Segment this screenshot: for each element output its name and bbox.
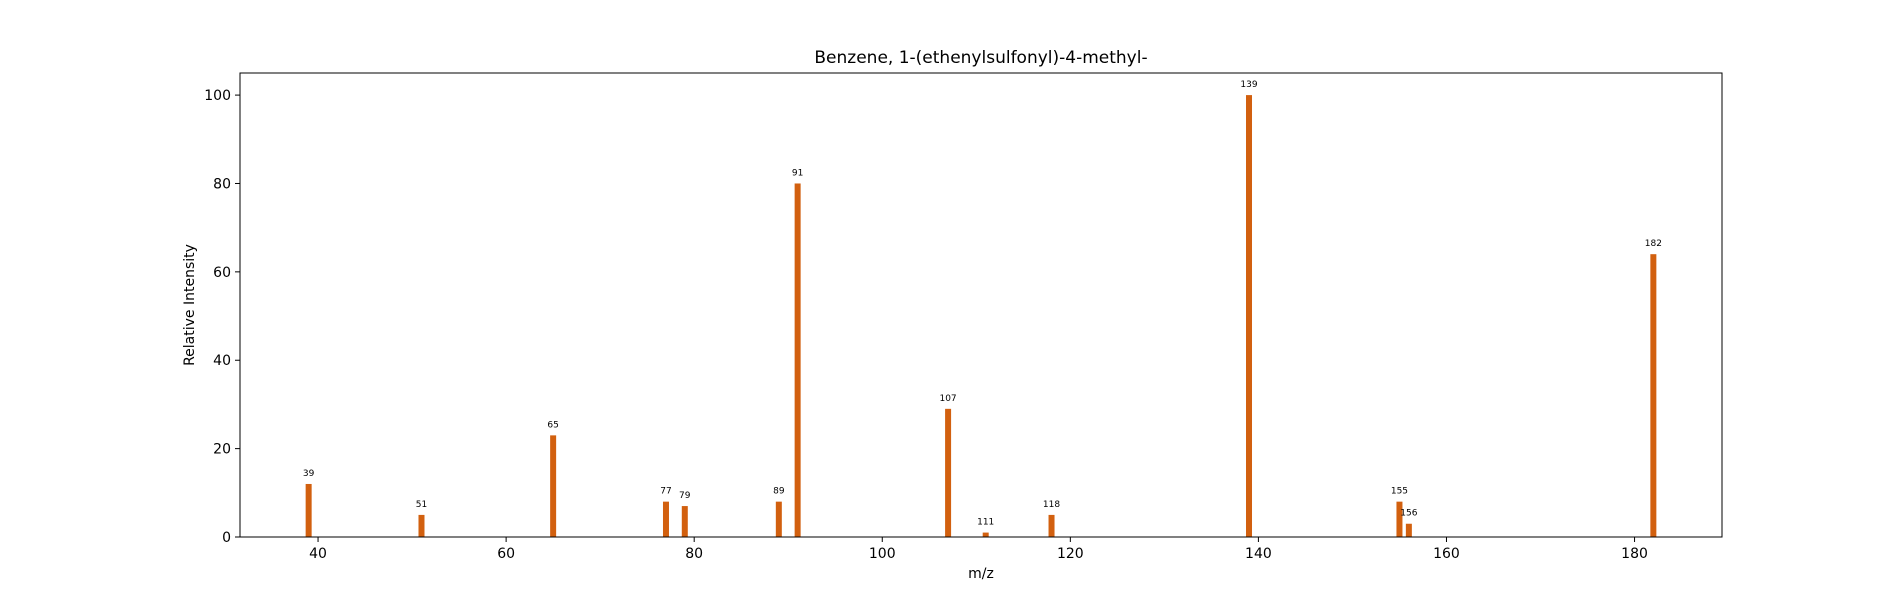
peak-label-79: 79	[679, 491, 691, 501]
y-tick-label-20: 20	[213, 442, 231, 458]
y-tick-label-40: 40	[213, 353, 231, 369]
peak-bar-107	[945, 408, 952, 537]
peak-label-89: 89	[773, 487, 785, 497]
x-tick-label-160: 160	[1433, 546, 1460, 562]
peak-bar-139	[1246, 95, 1253, 537]
peak-label-139: 139	[1240, 80, 1257, 90]
y-tick-label-80: 80	[213, 176, 231, 192]
peak-label-111: 111	[977, 518, 994, 528]
peak-bar-51	[418, 514, 425, 537]
x-tick-label-180: 180	[1621, 546, 1648, 562]
peak-bar-118	[1048, 514, 1055, 537]
peak-bar-155	[1396, 501, 1403, 537]
peak-label-91: 91	[792, 168, 803, 178]
peak-bar-156	[1405, 523, 1412, 537]
x-tick-label-40: 40	[309, 546, 327, 562]
peak-label-39: 39	[303, 469, 315, 479]
y-tick-label-100: 100	[204, 88, 231, 104]
plot-area: 39 51 65 77 79 89 91 107 111 118 139 155 156 182	[303, 80, 1662, 537]
peak-label-77: 77	[660, 487, 671, 497]
plot-frame	[239, 72, 1723, 538]
peak-label-65: 65	[547, 420, 558, 430]
peak-label-118: 118	[1043, 500, 1060, 510]
peak-bar-91	[794, 183, 801, 537]
chart-title: Benzene, 1-(ethenylsulfonyl)-4-methyl-	[814, 48, 1147, 68]
x-tick-label-80: 80	[685, 546, 703, 562]
y-axis-label: Relative Intensity	[182, 244, 198, 366]
x-tick-label-140: 140	[1245, 546, 1272, 562]
peak-bar-79	[681, 506, 688, 537]
y-tick-label-0: 0	[222, 530, 231, 546]
peak-bar-77	[662, 501, 669, 537]
peak-label-182: 182	[1645, 239, 1662, 249]
x-tick-label-120: 120	[1057, 546, 1084, 562]
peak-bar-182	[1650, 254, 1657, 537]
x-axis: 40 60 80 100 120 140 160 180	[309, 537, 1648, 562]
peak-bar-65	[550, 435, 557, 537]
peak-label-107: 107	[939, 394, 956, 404]
peak-label-51: 51	[416, 500, 427, 510]
y-axis: 0 20 40 60 80 100	[204, 88, 240, 546]
x-tick-label-100: 100	[869, 546, 896, 562]
peak-label-155: 155	[1391, 487, 1408, 497]
x-tick-label-60: 60	[497, 546, 515, 562]
x-axis-label: m/z	[968, 566, 994, 582]
peak-bar-111	[982, 532, 989, 537]
peak-bar-89	[775, 501, 782, 537]
peak-label-156: 156	[1400, 509, 1417, 519]
peak-bar-39	[305, 483, 312, 537]
y-tick-label-60: 60	[213, 265, 231, 281]
